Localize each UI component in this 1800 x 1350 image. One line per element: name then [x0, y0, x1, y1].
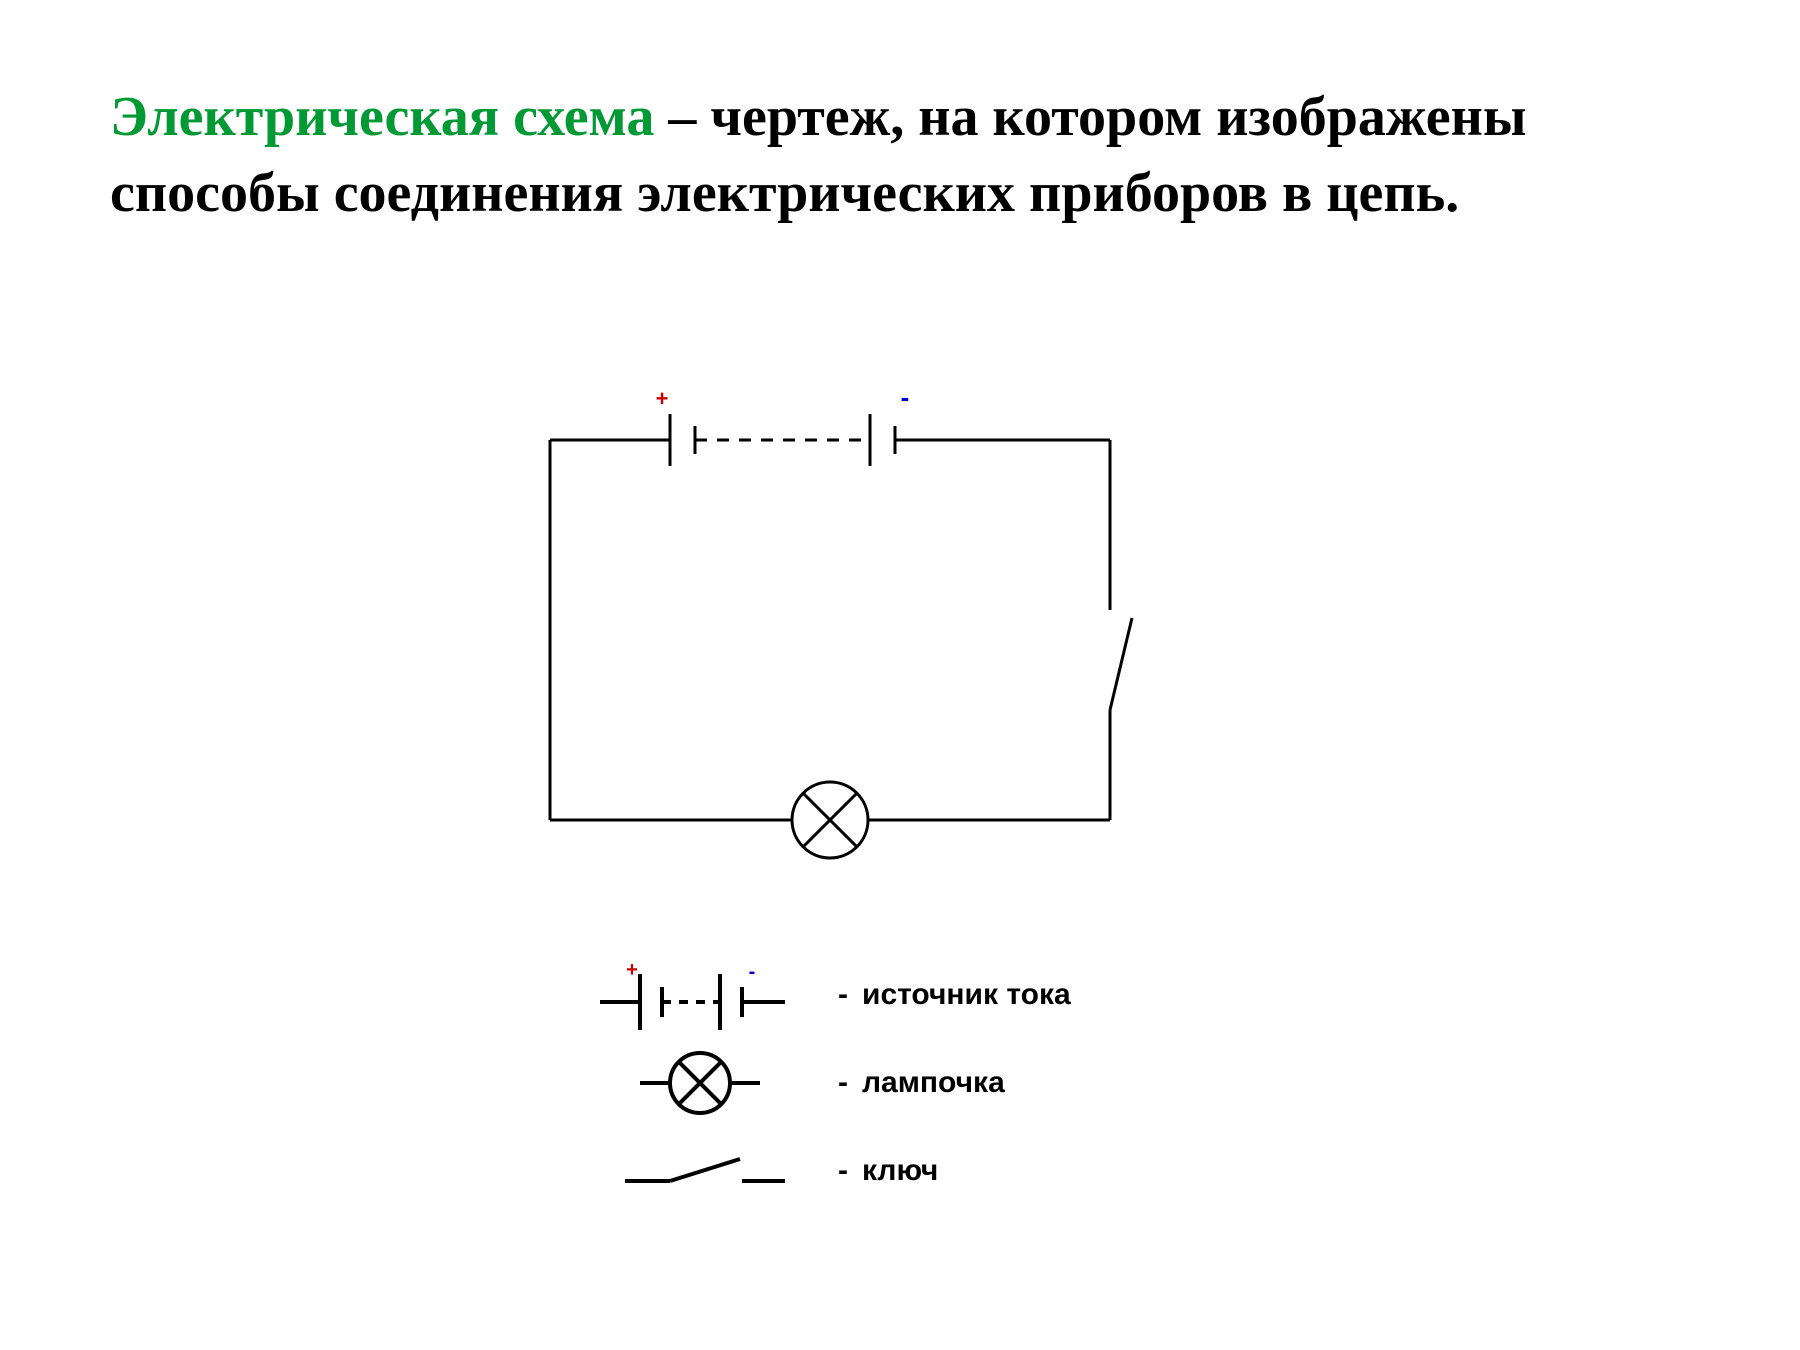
legend-dash: -	[838, 1066, 848, 1100]
legend-dash: -	[838, 1154, 848, 1188]
circuit-diagram: +-	[470, 380, 1230, 900]
lamp-symbol	[570, 1048, 830, 1118]
legend-label-battery: источник тока	[862, 978, 1071, 1012]
svg-text:+: +	[626, 960, 638, 981]
svg-text:-: -	[901, 382, 910, 412]
legend-row-lamp: - лампочка	[570, 1048, 1270, 1118]
legend-row-switch: - ключ	[570, 1136, 1270, 1206]
definition-heading: Электрическая схема – чертеж, на котором…	[110, 80, 1690, 231]
legend-row-battery: +- - источник тока	[570, 960, 1270, 1030]
battery-symbol: +-	[570, 960, 830, 1030]
legend-label-switch: ключ	[862, 1154, 938, 1188]
switch-symbol	[570, 1136, 830, 1206]
svg-text:+: +	[656, 386, 669, 411]
legend-label-lamp: лампочка	[862, 1066, 1005, 1100]
term-highlight: Электрическая схема	[110, 86, 654, 148]
svg-text:-: -	[749, 961, 756, 983]
legend-dash: -	[838, 978, 848, 1012]
legend: +- - источник тока - лампочка - ключ	[570, 960, 1270, 1224]
